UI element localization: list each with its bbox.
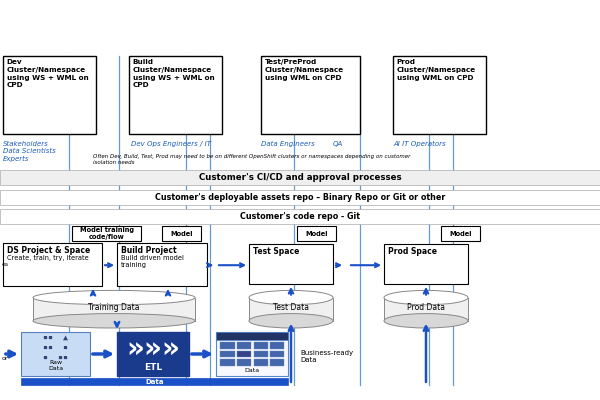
- Bar: [261, 56, 360, 134]
- Text: Dev Ops Engineers / IT: Dev Ops Engineers / IT: [131, 141, 211, 147]
- Text: Customer's CI/CD and approval processes: Customer's CI/CD and approval processes: [199, 173, 401, 182]
- Bar: [254, 350, 268, 358]
- Ellipse shape: [249, 314, 333, 328]
- Text: Create, train, try, iterate: Create, train, try, iterate: [7, 255, 89, 261]
- Bar: [21, 378, 288, 385]
- Text: or: or: [1, 356, 8, 360]
- Text: Data Engineers: Data Engineers: [261, 141, 315, 147]
- Text: Often Dev, Build, Test, Prod may need to be on different OpenShift clusters or n: Often Dev, Build, Test, Prod may need to…: [93, 154, 410, 165]
- Ellipse shape: [33, 314, 195, 328]
- Ellipse shape: [384, 290, 468, 305]
- Text: Prod Space: Prod Space: [388, 247, 437, 256]
- Bar: [237, 350, 251, 358]
- Bar: [0, 209, 600, 224]
- Bar: [216, 332, 288, 340]
- Bar: [384, 298, 468, 321]
- Text: Test/PreProd
Cluster/Namespace
using WML on CPD: Test/PreProd Cluster/Namespace using WML…: [265, 59, 344, 81]
- Bar: [249, 298, 333, 321]
- Bar: [393, 56, 486, 134]
- Bar: [254, 342, 268, 348]
- Text: Prod Data: Prod Data: [407, 303, 445, 312]
- Text: Test Data: Test Data: [273, 303, 309, 312]
- Text: DS Project & Space: DS Project & Space: [7, 246, 91, 255]
- Ellipse shape: [33, 290, 195, 305]
- Bar: [270, 350, 284, 358]
- Bar: [3, 243, 102, 286]
- Bar: [117, 243, 207, 286]
- Bar: [21, 332, 90, 376]
- Bar: [220, 360, 235, 366]
- Text: »»»: »»»: [126, 335, 180, 363]
- Bar: [384, 244, 468, 284]
- Bar: [220, 342, 235, 348]
- Bar: [270, 342, 284, 348]
- Text: Training Data: Training Data: [88, 303, 140, 312]
- Text: Stakeholders
Data Scientists
Experts: Stakeholders Data Scientists Experts: [3, 141, 56, 162]
- Text: Customer's deployable assets repo – Binary Repo or Git or other: Customer's deployable assets repo – Bina…: [155, 193, 445, 202]
- Text: Dev
Cluster/Namespace
using WS + WML on
CPD: Dev Cluster/Namespace using WS + WML on …: [7, 59, 88, 88]
- Bar: [220, 350, 235, 358]
- Bar: [254, 360, 268, 366]
- Text: Customer's code repo - Git: Customer's code repo - Git: [240, 212, 360, 221]
- Bar: [3, 56, 96, 134]
- Bar: [441, 226, 480, 241]
- Text: Build Project: Build Project: [121, 246, 177, 255]
- Ellipse shape: [249, 290, 333, 305]
- Text: QA: QA: [333, 141, 343, 147]
- Bar: [162, 226, 201, 241]
- Bar: [0, 190, 600, 205]
- Text: ETL: ETL: [144, 363, 162, 372]
- Text: Test Space: Test Space: [253, 247, 299, 256]
- Text: Model training
code/flow: Model training code/flow: [79, 227, 133, 240]
- Text: Data: Data: [145, 378, 164, 385]
- Text: Raw
Data: Raw Data: [48, 360, 63, 371]
- Text: Business-ready
Data: Business-ready Data: [300, 350, 353, 362]
- Bar: [33, 298, 195, 321]
- Text: Model: Model: [305, 230, 328, 236]
- Text: es: es: [1, 262, 8, 266]
- Text: Model: Model: [449, 230, 472, 236]
- Bar: [297, 226, 336, 241]
- Text: Data: Data: [244, 368, 260, 373]
- Text: Prod
Cluster/Namespace
using WML on CPD: Prod Cluster/Namespace using WML on CPD: [397, 59, 476, 81]
- Bar: [129, 56, 222, 134]
- Text: Model: Model: [170, 230, 193, 236]
- Bar: [0, 170, 600, 185]
- Text: Build driven model
training: Build driven model training: [121, 255, 184, 268]
- Bar: [117, 332, 189, 376]
- Ellipse shape: [384, 314, 468, 328]
- Text: Build
Cluster/Namespace
using WS + WML on
CPD: Build Cluster/Namespace using WS + WML o…: [133, 59, 214, 88]
- Bar: [216, 332, 288, 376]
- Bar: [270, 360, 284, 366]
- Bar: [249, 244, 333, 284]
- Bar: [237, 342, 251, 348]
- Text: ▪▪  ▲
▪▪  ▪
▪  ▪▪: ▪▪ ▲ ▪▪ ▪ ▪ ▪▪: [43, 332, 68, 362]
- Bar: [237, 360, 251, 366]
- Text: AI IT Operators: AI IT Operators: [393, 141, 446, 147]
- Bar: [72, 226, 141, 241]
